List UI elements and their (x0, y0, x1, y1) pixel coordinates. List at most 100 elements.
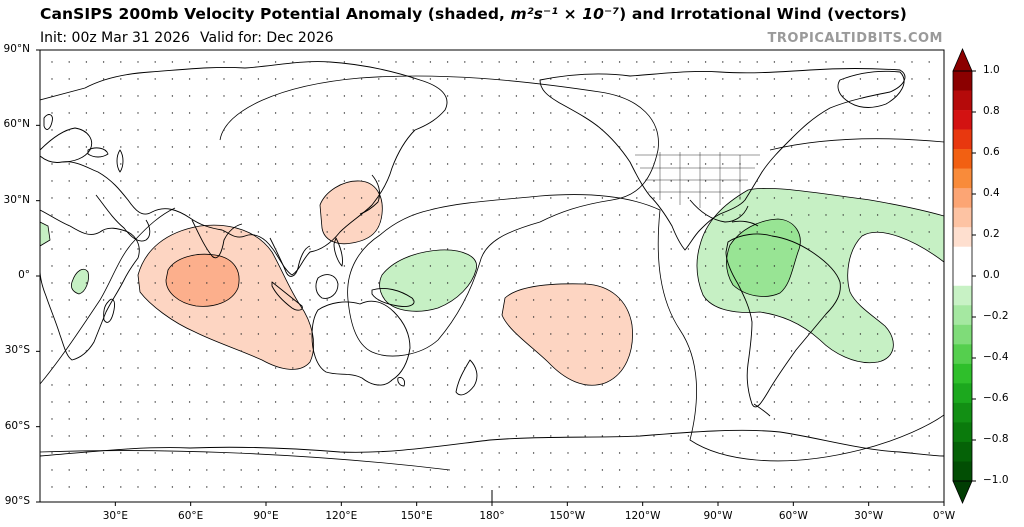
wind-vector-point (515, 384, 518, 386)
colorbar-segment (953, 110, 972, 130)
wind-vector-point (395, 61, 397, 63)
wind-vector-point (636, 435, 638, 437)
wind-vector-point (911, 197, 913, 199)
wind-vector-point (808, 231, 810, 233)
wind-vector-point (223, 180, 225, 182)
wind-vector-point (102, 486, 105, 488)
wind-vector-point (670, 146, 672, 148)
wind-vector-point (670, 214, 672, 216)
wind-vector-point (360, 146, 363, 148)
wind-vector-point (601, 112, 604, 114)
wind-vector-point (274, 163, 277, 165)
negative-anomaly-west-pacific (379, 249, 477, 312)
wind-vector-point (68, 333, 70, 335)
wind-vector-point (360, 299, 363, 301)
wind-vector-point (274, 418, 277, 420)
wind-vector-point (550, 333, 552, 335)
wind-vector-point (687, 248, 690, 250)
wind-vector-point (636, 265, 638, 267)
wind-vector-point (567, 350, 569, 352)
wind-vector-point (223, 333, 225, 335)
wind-vector-point (773, 418, 776, 420)
wind-vector-point (171, 316, 174, 318)
wind-vector-point (773, 452, 776, 454)
wind-vector-point (120, 61, 122, 63)
wind-vector-point (618, 401, 621, 403)
wind-vector-point (85, 486, 88, 488)
wind-vector-point (532, 231, 535, 233)
wind-vector-point (670, 78, 672, 80)
wind-vector-point (481, 452, 483, 454)
wind-vector-point (274, 350, 277, 352)
wind-vector-point (360, 418, 363, 420)
wind-vector-point (188, 214, 191, 216)
wind-vector-point (102, 350, 105, 352)
wind-vector-point (722, 435, 724, 437)
wind-vector-point (756, 333, 758, 335)
wind-vector-point (481, 333, 483, 335)
latitude-label: 90°N (3, 43, 30, 55)
wind-vector-point (188, 265, 191, 267)
wind-vector-point (825, 418, 827, 420)
wind-vector-point (68, 486, 70, 488)
longitude-label: 30°E (102, 510, 128, 522)
wind-vector-point (876, 316, 879, 318)
wind-vector-point (739, 180, 741, 182)
wind-vector-point (704, 112, 707, 114)
wind-vector-point (911, 163, 913, 165)
wind-vector-point (876, 112, 879, 114)
wind-vector-point (790, 401, 793, 403)
wind-vector-point (378, 350, 380, 352)
wind-vector-point (790, 129, 793, 131)
wind-vector-point (601, 333, 604, 335)
wind-vector-point (739, 282, 741, 284)
wind-vector-point (618, 367, 621, 369)
wind-vector-point (584, 95, 586, 97)
wind-vector-point (395, 486, 397, 488)
wind-vector-point (859, 350, 862, 352)
wind-vector-point (326, 197, 328, 199)
wind-vector-point (550, 61, 552, 63)
wind-vector-point (429, 333, 432, 335)
wind-vector-point (567, 163, 569, 165)
caspian-sea (116, 149, 124, 173)
wind-vector-point (567, 265, 569, 267)
colorbar-segment (953, 71, 972, 91)
colorbar-max-arrow (952, 47, 973, 72)
wind-vector-point (309, 469, 311, 471)
wind-vector-point (137, 197, 139, 199)
wind-vector-point (894, 95, 896, 97)
colorbar-segment (953, 363, 972, 384)
wind-vector-point (171, 469, 174, 471)
colorbar-segment (953, 441, 972, 462)
wind-vector-point (584, 180, 586, 182)
wind-vector-point (636, 418, 638, 420)
wind-vector-point (894, 418, 896, 420)
wind-vector-point (515, 146, 518, 148)
wind-vector-point (928, 384, 930, 386)
wind-vector-point (85, 299, 88, 301)
wind-vector-point (704, 282, 707, 284)
wind-vector-point (51, 435, 53, 437)
wind-vector-point (481, 282, 483, 284)
wind-vector-point (51, 180, 53, 182)
wind-vector-point (412, 95, 414, 97)
wind-vector-point (240, 265, 242, 267)
wind-vector-point (876, 197, 879, 199)
wind-vector-point (567, 299, 569, 301)
wind-vector-point (911, 418, 913, 420)
wind-vector-point (378, 452, 380, 454)
wind-vector-point (464, 333, 466, 335)
negative-anomaly-prime-meridian (40, 221, 51, 247)
wind-vector-point (636, 384, 638, 386)
wind-vector-point (378, 61, 380, 63)
wind-vector-point (257, 350, 260, 352)
wind-vector-point (309, 265, 311, 267)
wind-vector-point (309, 180, 311, 182)
wind-vector-point (722, 333, 724, 335)
wind-vector-point (171, 452, 174, 454)
wind-vector-point (188, 333, 191, 335)
wind-vector-point (240, 486, 242, 488)
wind-vector-point (653, 333, 655, 335)
wind-vector-point (876, 333, 879, 335)
